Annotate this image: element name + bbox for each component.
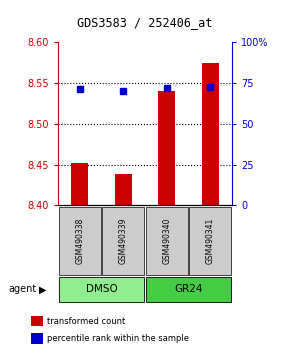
Text: GR24: GR24 (174, 284, 203, 295)
Bar (189, 207, 231, 275)
Text: GSM490341: GSM490341 (206, 217, 215, 264)
Bar (71, 163, 88, 205)
Text: GSM490339: GSM490339 (119, 217, 128, 264)
Bar (59, 207, 101, 275)
Text: GSM490340: GSM490340 (162, 217, 171, 264)
Text: GDS3583 / 252406_at: GDS3583 / 252406_at (77, 16, 213, 29)
Bar (59, 277, 144, 302)
Bar (31, 316, 43, 326)
Bar (158, 91, 175, 205)
Text: DMSO: DMSO (86, 284, 117, 295)
Text: agent: agent (9, 284, 37, 295)
Text: GSM490338: GSM490338 (75, 217, 84, 264)
Text: percentile rank within the sample: percentile rank within the sample (48, 334, 189, 343)
Bar (146, 277, 231, 302)
Bar (31, 333, 43, 344)
Text: transformed count: transformed count (48, 316, 126, 326)
Bar (115, 175, 132, 205)
Text: ▶: ▶ (39, 284, 47, 295)
Bar (102, 207, 144, 275)
Bar (202, 63, 219, 205)
Bar (146, 207, 188, 275)
